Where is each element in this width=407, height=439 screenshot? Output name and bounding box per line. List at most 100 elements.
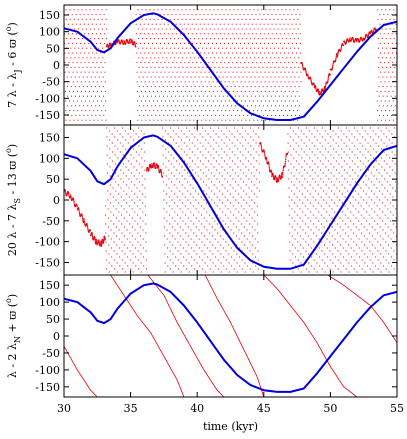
red-point [105, 18, 107, 20]
red-point [380, 148, 382, 150]
red-point [253, 148, 255, 150]
red-point [180, 42, 182, 44]
red-point [220, 71, 222, 73]
red-point [94, 86, 96, 88]
red-point [388, 271, 390, 273]
red-point [208, 100, 210, 102]
red-point [164, 262, 166, 264]
red-point [297, 9, 299, 11]
red-point [80, 71, 82, 73]
red-point [106, 154, 108, 156]
red-point [136, 196, 138, 198]
red-point [209, 259, 211, 261]
red-point [204, 139, 206, 141]
red-point [202, 136, 204, 138]
red-point [166, 211, 168, 213]
red-point [273, 38, 275, 40]
red-point [372, 31, 375, 33]
red-point [99, 242, 102, 244]
red-point [217, 9, 219, 11]
red-point [238, 202, 240, 204]
red-point [238, 229, 240, 231]
red-point [258, 145, 260, 147]
red-point [361, 38, 363, 41]
red-point [179, 33, 181, 35]
red-point [260, 81, 262, 83]
red-point [159, 23, 161, 25]
red-point [69, 119, 71, 121]
red-point [391, 169, 393, 171]
red-point [128, 41, 130, 43]
red-point [84, 42, 86, 44]
red-point [259, 33, 261, 35]
red-point [229, 184, 231, 186]
red-point [274, 86, 276, 88]
red-point [206, 95, 208, 97]
red-point [191, 151, 193, 153]
red-point [294, 229, 296, 231]
red-point [235, 190, 237, 192]
red-point [120, 196, 122, 198]
red-point [364, 253, 366, 255]
red-point [237, 9, 239, 11]
red-point [201, 241, 203, 243]
red-point [248, 90, 250, 92]
red-point [141, 184, 143, 186]
red-point [182, 238, 184, 240]
red-point [251, 208, 253, 210]
red-point [269, 119, 271, 121]
red-point [380, 71, 382, 73]
y-tick-label: 0 [53, 330, 60, 343]
red-point [211, 114, 213, 116]
red-point [153, 100, 155, 102]
red-point [318, 94, 321, 96]
red-point [189, 28, 191, 30]
red-point [356, 148, 358, 150]
red-point [196, 253, 198, 255]
red-point [138, 127, 140, 129]
red-point [336, 196, 338, 198]
red-point [145, 119, 147, 121]
red-point [194, 76, 196, 78]
red-point [196, 71, 198, 73]
red-point [255, 33, 257, 35]
red-point [242, 76, 244, 78]
red-point [164, 62, 166, 64]
red-point [203, 14, 205, 16]
red-point [164, 253, 166, 255]
red-point [178, 163, 180, 165]
red-point [218, 127, 220, 129]
red-point [172, 90, 174, 92]
red-point [332, 148, 334, 150]
red-point [363, 199, 365, 201]
red-point [80, 62, 82, 64]
red-point [112, 178, 114, 180]
red-point [231, 256, 233, 258]
red-point [149, 100, 151, 102]
red-point [383, 33, 385, 35]
red-point [349, 202, 351, 204]
red-point [143, 105, 145, 107]
red-point [350, 247, 352, 249]
red-point [109, 175, 111, 177]
red-point [361, 127, 363, 129]
red-point [113, 250, 115, 252]
red-point [148, 165, 151, 167]
red-point [148, 166, 150, 169]
red-point [309, 184, 311, 186]
red-point [257, 38, 259, 40]
red-point [233, 18, 235, 20]
red-point [175, 114, 177, 116]
red-point [190, 76, 192, 78]
red-point [264, 155, 266, 157]
red-point [185, 232, 187, 234]
red-point [196, 235, 198, 237]
red-point [208, 196, 210, 198]
red-point [189, 9, 191, 11]
red-point [184, 71, 186, 73]
red-point [166, 76, 168, 78]
red-point [300, 244, 302, 246]
red-point [386, 136, 388, 138]
red-point [136, 205, 138, 207]
red-point [93, 100, 95, 102]
